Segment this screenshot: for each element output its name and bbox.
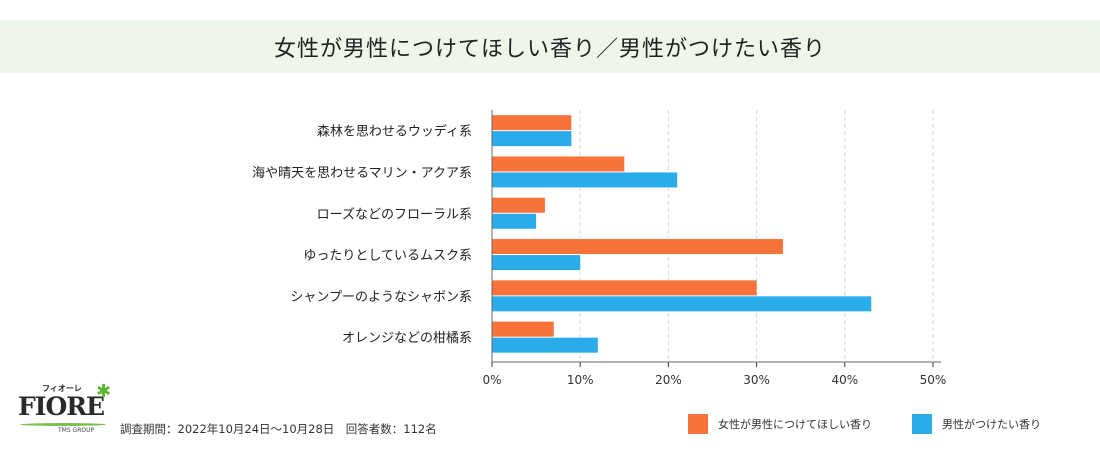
fiore-logo: フィオーレ FIORE ✱ TMS GROUP bbox=[18, 381, 128, 435]
legend-swatch bbox=[688, 414, 708, 434]
bar-women bbox=[492, 239, 784, 255]
category-label: ローズなどのフローラル系 bbox=[317, 206, 472, 222]
legend-item-women: 女性が男性につけてほしい香り bbox=[688, 414, 872, 434]
legend-item-men: 男性がつけたい香り bbox=[912, 414, 1041, 434]
bar-men bbox=[492, 172, 678, 188]
chart-title: 女性が男性につけてほしい香り／男性がつけたい香り bbox=[0, 20, 1100, 73]
category-label: ゆったりとしているムスク系 bbox=[303, 249, 472, 264]
x-tick-label: 50% bbox=[920, 373, 947, 387]
clover-icon: ✱ bbox=[96, 381, 112, 402]
logo-swoosh bbox=[20, 423, 106, 426]
bar-women bbox=[492, 321, 554, 337]
x-tick-label: 10% bbox=[567, 373, 594, 387]
logo-group: TMS GROUP bbox=[58, 427, 95, 434]
logo-kana: フィオーレ bbox=[42, 384, 82, 393]
legend-label: 男性がつけたい香り bbox=[942, 418, 1041, 431]
x-tick-label: 40% bbox=[831, 373, 858, 387]
x-tick-label: 30% bbox=[743, 373, 770, 387]
bar-men bbox=[492, 337, 598, 353]
bar-men bbox=[492, 213, 537, 229]
bar-women bbox=[492, 197, 545, 213]
logo-word: FIORE bbox=[18, 392, 105, 421]
category-label: 森林を思わせるウッディ系 bbox=[317, 124, 472, 140]
x-tick-label: 0% bbox=[482, 373, 501, 387]
bar-men bbox=[492, 131, 572, 147]
x-tick-label: 20% bbox=[655, 373, 682, 387]
bar-men bbox=[492, 296, 872, 312]
category-label: 海や晴天を思わせるマリン・アクア系 bbox=[252, 166, 472, 181]
category-label: シャンプーのようなシャボン系 bbox=[290, 290, 472, 305]
category-label: オレンジなどの柑橘系 bbox=[342, 330, 472, 346]
bar-women bbox=[492, 156, 625, 172]
survey-note: 調査期間：2022年10月24日〜10月28日 回答者数：112名 bbox=[120, 422, 437, 436]
legend-swatch bbox=[912, 414, 932, 434]
bar-women bbox=[492, 280, 757, 296]
bar-men bbox=[492, 255, 581, 271]
bar-women bbox=[492, 115, 572, 131]
legend-label: 女性が男性につけてほしい香り bbox=[718, 418, 872, 431]
